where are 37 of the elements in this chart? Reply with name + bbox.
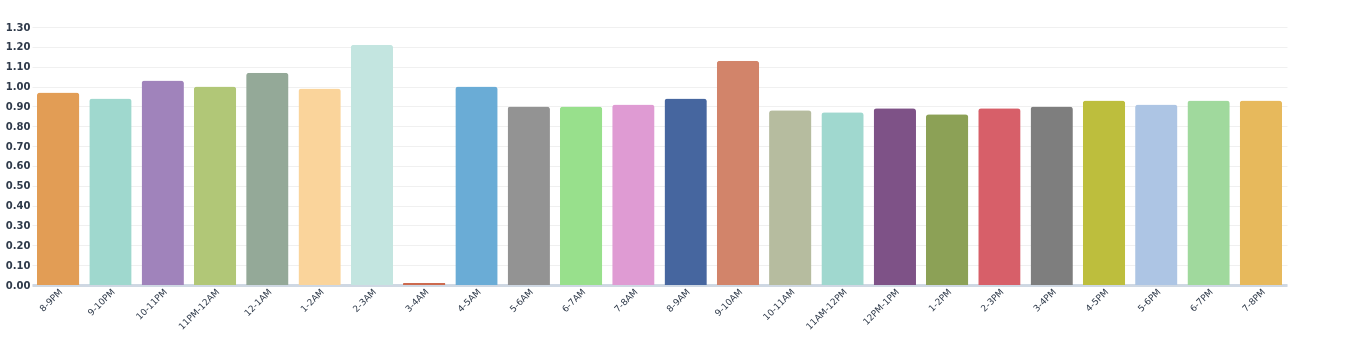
bar <box>1135 104 1178 285</box>
bar <box>821 112 864 285</box>
y-tick-label: 1.10 <box>5 61 31 73</box>
bar <box>141 80 184 285</box>
bar <box>36 92 80 285</box>
bar <box>350 44 394 285</box>
bar <box>298 88 341 285</box>
bar <box>716 60 760 285</box>
bar <box>1030 106 1073 285</box>
bar <box>769 110 812 285</box>
bar <box>925 114 969 285</box>
bar <box>559 106 603 285</box>
bar <box>193 86 237 285</box>
bar <box>246 72 289 285</box>
bar <box>455 86 498 285</box>
y-tick-label: 0.20 <box>5 239 31 251</box>
bar <box>1239 100 1283 285</box>
bar <box>507 106 550 285</box>
bar <box>873 108 916 285</box>
y-tick-label: 0.70 <box>5 140 31 152</box>
y-tick-label: 0.30 <box>5 219 31 231</box>
y-tick-label: 0.40 <box>5 200 31 212</box>
bar <box>612 104 655 285</box>
y-tick-label: 1.20 <box>5 41 31 53</box>
bar <box>89 98 132 285</box>
y-tick-label: 0.90 <box>5 100 31 112</box>
bar <box>664 98 707 285</box>
y-tick-label: 0.60 <box>5 160 31 172</box>
y-tick-label: 0.50 <box>5 180 31 192</box>
bar <box>1082 100 1126 285</box>
y-tick-label: 0.10 <box>5 259 31 271</box>
bar <box>1187 100 1230 285</box>
y-tick-label: 0.80 <box>5 120 31 132</box>
y-tick-label: 1.30 <box>5 21 31 33</box>
bar <box>978 108 1021 285</box>
y-tick-label: 0.00 <box>5 279 31 291</box>
y-tick-label: 1.00 <box>5 81 31 93</box>
